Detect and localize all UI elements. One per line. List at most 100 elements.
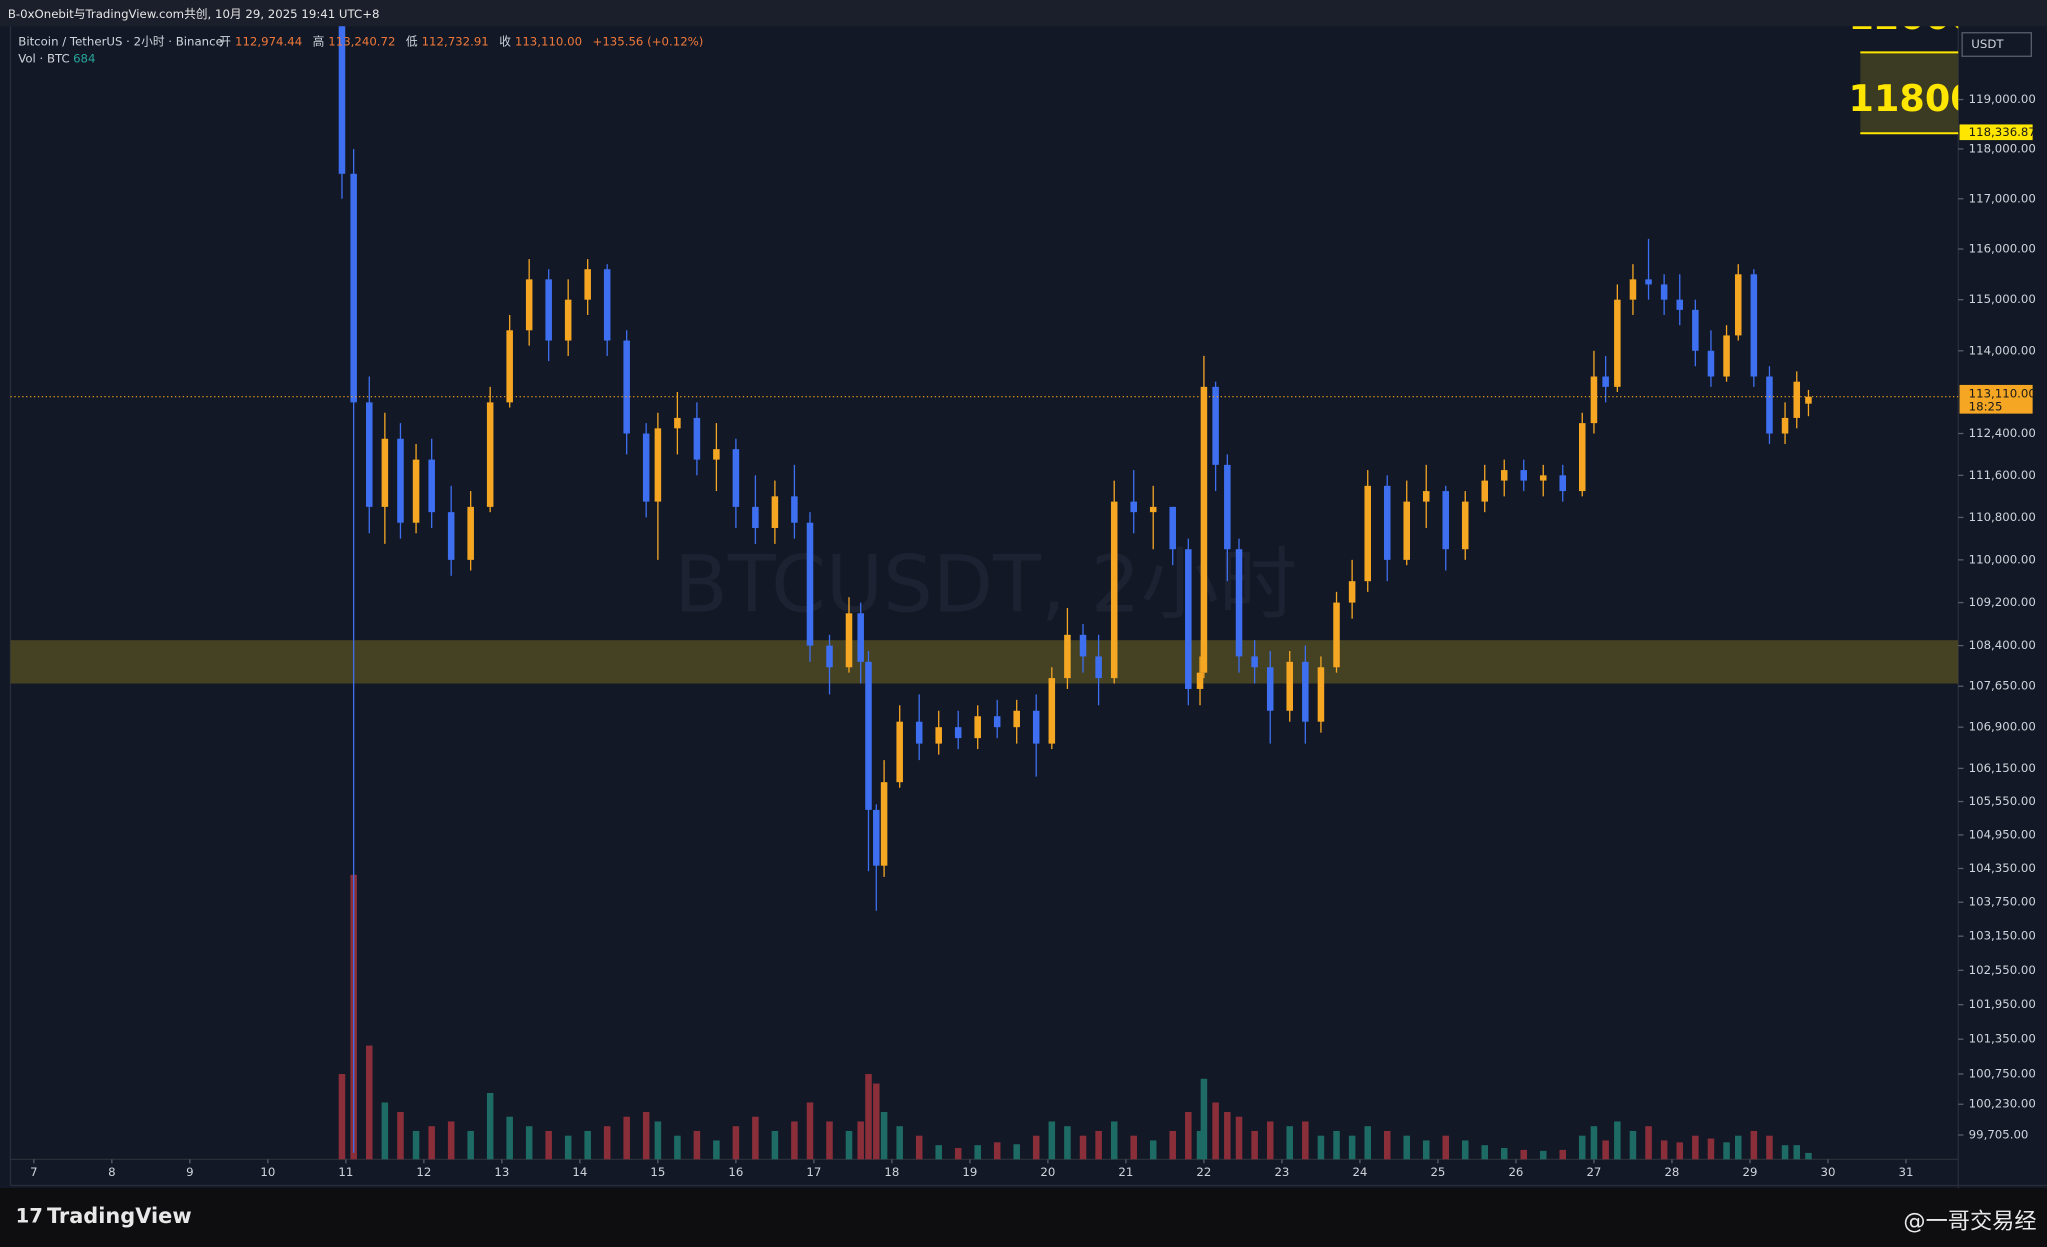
- candle-body: [1212, 386, 1219, 465]
- y-tick-label: 114,000.00: [1969, 343, 2036, 357]
- x-tick-label: 13: [494, 1165, 509, 1179]
- candle-body: [791, 496, 798, 523]
- volume-bar: [603, 1126, 611, 1160]
- volume-bar: [771, 1130, 779, 1160]
- volume-bar: [1578, 1135, 1586, 1160]
- volume-bar: [1805, 1152, 1812, 1160]
- volume-bar: [1734, 1135, 1742, 1160]
- x-tick-label: 12: [416, 1165, 431, 1179]
- candle-body: [1302, 661, 1309, 722]
- x-tick-label: 21: [1118, 1165, 1133, 1179]
- y-tick-label: 117,000.00: [1969, 191, 2036, 205]
- level-label: 118,336.87: [1969, 125, 2036, 139]
- candle-body: [993, 716, 1001, 728]
- volume-bar: [1520, 1149, 1528, 1160]
- volume-bar: [845, 1130, 853, 1160]
- volume-bar: [1500, 1148, 1508, 1160]
- volume-bar: [1333, 1130, 1340, 1160]
- volume-bar: [993, 1142, 1001, 1160]
- volume-bar: [1481, 1145, 1489, 1160]
- watermark: BTCUSDT, 2小时: [674, 540, 1297, 631]
- x-tick-label: 11: [338, 1165, 353, 1179]
- y-tick-label: 107,650.00: [1969, 679, 2036, 693]
- candle-body: [447, 512, 455, 560]
- candle-body: [1185, 549, 1192, 689]
- candle-body: [412, 459, 420, 523]
- candle-body: [880, 782, 888, 866]
- y-tick-label: 116,000.00: [1969, 242, 2036, 256]
- volume-bar: [880, 1111, 888, 1160]
- volume-bar: [1723, 1142, 1730, 1160]
- volume-bar: [447, 1121, 455, 1160]
- x-tick-label: 20: [1040, 1165, 1055, 1179]
- volume-bar: [1110, 1121, 1118, 1160]
- candle-body: [713, 449, 720, 460]
- candle-body: [752, 506, 759, 529]
- candle-body: [1442, 491, 1449, 550]
- candle-body: [1079, 634, 1087, 657]
- candle-body: [1481, 480, 1489, 502]
- annotation: 120000: [1849, 0, 2002, 38]
- volume-bar: [642, 1111, 650, 1160]
- candle-body: [642, 433, 650, 502]
- candle-body: [806, 522, 814, 646]
- candle-body: [545, 279, 552, 341]
- volume-bar: [1064, 1126, 1071, 1160]
- volume-bar: [1614, 1121, 1621, 1160]
- volume-bar: [1317, 1135, 1325, 1160]
- x-tick-label: 19: [962, 1165, 977, 1179]
- x-tick-label: 14: [572, 1165, 587, 1179]
- annotation: 118000: [1849, 77, 2002, 120]
- volume-bar: [397, 1111, 404, 1160]
- credit: @一哥交易经: [1903, 1209, 2036, 1235]
- candle-body: [1095, 656, 1102, 679]
- candle-body: [584, 269, 591, 300]
- last-price-label: 113,110.00: [1969, 387, 2036, 401]
- candle-body: [1629, 279, 1637, 300]
- volume-bar: [865, 1074, 872, 1160]
- y-tick-label: 106,900.00: [1969, 720, 2036, 734]
- candle-body: [1645, 279, 1652, 285]
- candle-body: [674, 417, 681, 429]
- volume-bar: [1013, 1144, 1020, 1160]
- volume-bar: [1403, 1135, 1410, 1160]
- volume-bar: [1364, 1126, 1371, 1160]
- y-tick-label: 109,200.00: [1969, 595, 2036, 609]
- candle-body: [1169, 506, 1176, 550]
- candle-body: [771, 496, 779, 529]
- volume-bar: [1590, 1126, 1598, 1160]
- candle-body: [1676, 299, 1684, 310]
- candle-body: [366, 402, 373, 507]
- candle-body: [974, 716, 981, 739]
- volume-bar: [412, 1130, 420, 1160]
- symbol: Bitcoin / TetherUS · 2小时 · Binance: [18, 34, 223, 48]
- candle-body: [1602, 376, 1609, 387]
- candle-body: [935, 727, 942, 744]
- candle-body: [1013, 710, 1020, 728]
- volume-bar: [1235, 1116, 1243, 1160]
- candle-body: [1781, 417, 1789, 434]
- volume-bar: [1629, 1130, 1637, 1160]
- volume-bar: [1302, 1121, 1309, 1160]
- volume-bar: [896, 1126, 903, 1160]
- candle-body: [857, 613, 864, 662]
- candle-body: [1200, 386, 1208, 673]
- candle-body: [525, 279, 533, 331]
- candle-body: [1251, 656, 1258, 668]
- volume-bar: [915, 1135, 923, 1160]
- volume-bar: [584, 1130, 591, 1160]
- candle-body: [1734, 274, 1742, 336]
- volume-bar: [1032, 1135, 1040, 1160]
- volume-bar: [1200, 1078, 1208, 1160]
- x-tick-label: 31: [1898, 1165, 1913, 1179]
- x-tick-label: 16: [728, 1165, 743, 1179]
- candle-body: [732, 449, 740, 507]
- candle-body: [1750, 274, 1758, 377]
- plot: [10, 26, 1959, 1160]
- y-tick-label: 118,000.00: [1969, 141, 2036, 155]
- volume-bar: [1169, 1130, 1176, 1160]
- x-tick-label: 23: [1274, 1165, 1289, 1179]
- y-tick-label: 115,000.00: [1969, 292, 2036, 306]
- volume-bar: [752, 1116, 759, 1160]
- annotations: 120000 118000: [1849, 0, 2002, 120]
